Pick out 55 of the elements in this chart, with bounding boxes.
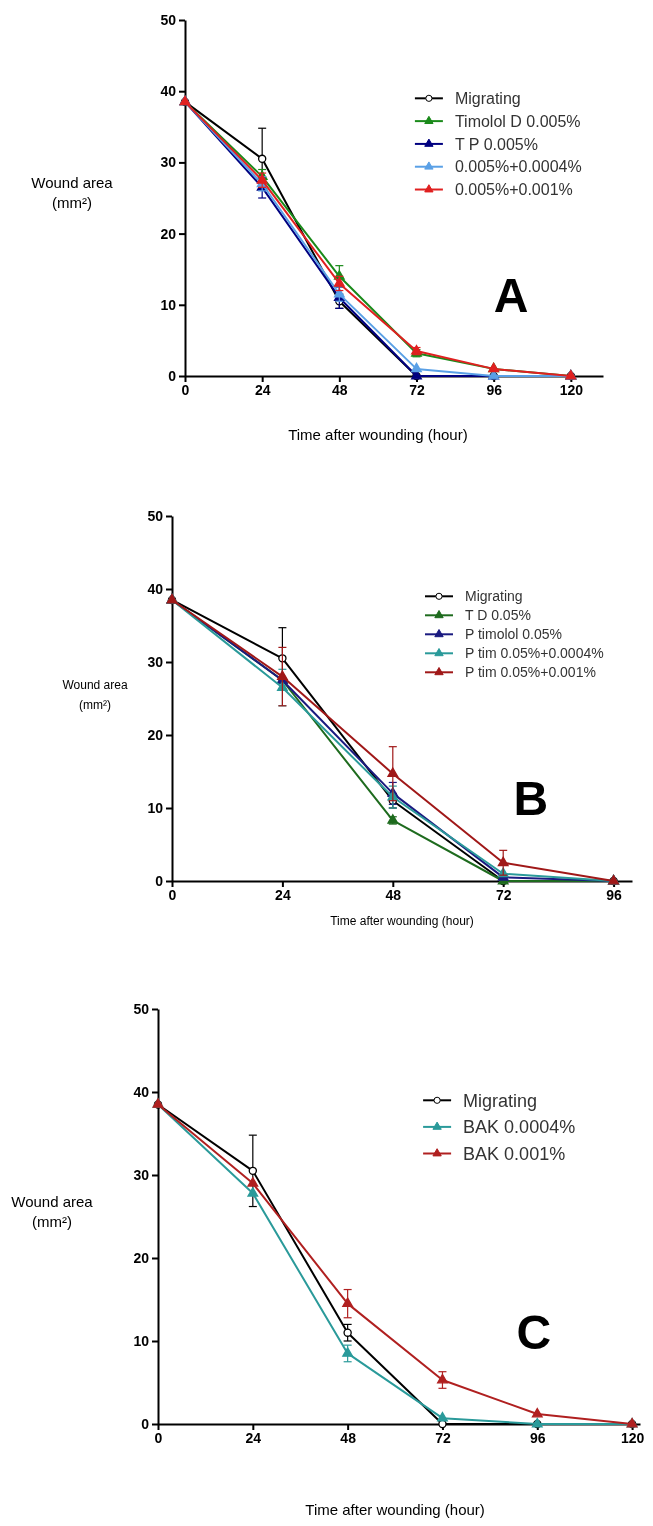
legend-label: 0.005%+0.0004% — [454, 158, 582, 176]
annotation: C — [516, 1306, 552, 1360]
x-tick-label: 96 — [606, 886, 623, 903]
x-tick-label: 72 — [495, 886, 512, 903]
y-tick-label: 50 — [160, 11, 177, 28]
x-tick-label: 96 — [529, 1429, 546, 1446]
y-tick-label: 40 — [160, 83, 177, 100]
x-tick-label: 24 — [254, 381, 271, 398]
x-tick-label: 120 — [620, 1429, 645, 1446]
x-tick-label: 72 — [409, 381, 425, 398]
legend-label: P tim 0.05%+0.001% — [465, 664, 596, 681]
y-tick-label: 20 — [133, 1249, 150, 1266]
x-tick-label: 48 — [340, 1429, 357, 1446]
x-tick-label: 120 — [559, 381, 584, 398]
x-tick-label: 72 — [435, 1429, 451, 1446]
x-tick-label: 24 — [245, 1429, 262, 1446]
x-tick-label: 24 — [275, 886, 291, 903]
y-tick-label: 40 — [133, 1083, 150, 1100]
legend-label: Migrating — [465, 588, 523, 605]
y-tick-label: 20 — [147, 726, 164, 743]
y-axis-title: Wound area (mm²) — [31, 174, 114, 211]
legend-label: P tim 0.05%+0.0004% — [465, 645, 604, 662]
legend-label: T D 0.05% — [465, 607, 531, 624]
legend-label: 0.005%+0.001% — [454, 181, 573, 199]
y-axis-title: Wound area (mm²) — [11, 1192, 94, 1230]
y-tick-label: 50 — [133, 1000, 150, 1017]
x-tick-label: 48 — [332, 381, 348, 398]
legend-label: Timolol D 0.005% — [454, 112, 581, 130]
legend-label: T P 0.005% — [454, 135, 538, 153]
y-tick-label: 30 — [160, 154, 177, 171]
legend-label: BAK 0.0004% — [463, 1117, 576, 1138]
legend-label: Migrating — [454, 89, 521, 107]
y-tick-label: 10 — [147, 799, 164, 816]
x-tick-label: 48 — [385, 886, 402, 903]
annotation: A — [493, 268, 529, 322]
x-axis-title: Time after wounding (hour) — [288, 426, 468, 443]
x-axis-title: Time after wounding (hour) — [330, 914, 474, 928]
y-tick-label: 10 — [133, 1332, 150, 1349]
y-tick-label: 40 — [147, 580, 164, 597]
legend-label: BAK 0.001% — [463, 1143, 566, 1164]
y-tick-label: 30 — [133, 1166, 150, 1183]
x-tick-label: 0 — [181, 381, 190, 398]
y-tick-label: 50 — [147, 507, 164, 524]
y-tick-label: 10 — [160, 296, 177, 313]
y-tick-label: 0 — [155, 872, 164, 889]
x-tick-label: 96 — [486, 381, 503, 398]
legend-label: Migrating — [463, 1090, 538, 1111]
x-axis-title: Time after wounding (hour) — [305, 1501, 485, 1518]
y-tick-label: 30 — [147, 653, 164, 670]
y-axis-title: Wound area (mm²) — [62, 677, 128, 712]
legend-label: P timolol 0.05% — [465, 626, 563, 643]
y-tick-label: 0 — [168, 367, 177, 384]
y-tick-label: 20 — [160, 225, 177, 242]
annotation: B — [513, 772, 549, 826]
y-tick-label: 0 — [141, 1415, 150, 1432]
